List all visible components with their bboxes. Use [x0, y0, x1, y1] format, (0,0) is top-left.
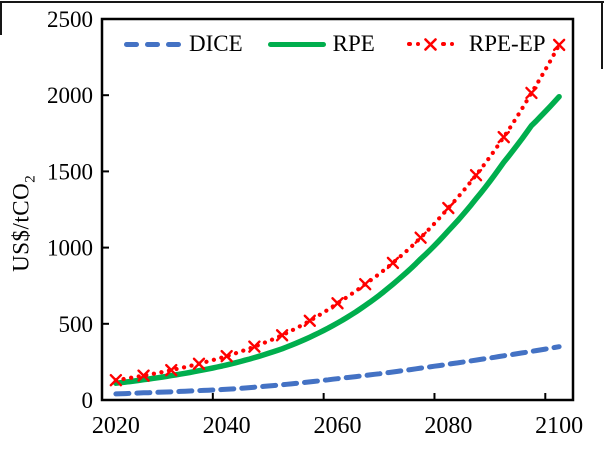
- x-axis-tick-label: 2040: [203, 413, 251, 439]
- y-axis-tick-label: 0: [82, 388, 94, 413]
- rpe-ep-x-marker: [137, 369, 150, 382]
- x-axis-tick-label: 2060: [314, 413, 362, 439]
- chart-legend: DICE RPE RPE-EP: [124, 31, 546, 57]
- rpe-ep-x-marker: [331, 297, 344, 310]
- legend-label-rpe: RPE: [332, 31, 375, 56]
- y-axis-tick-label: 2000: [47, 83, 93, 108]
- rpe-ep-x-marker: [220, 349, 233, 363]
- y-axis-tick-label: 500: [59, 312, 94, 337]
- rpe-ep-dotted-line-swatch: [400, 37, 462, 51]
- rpe-ep-x-marker: [386, 256, 400, 270]
- rpe-ep-x-marker: [497, 130, 510, 144]
- rpe-ep-x-marker: [275, 329, 289, 342]
- legend-item-dice: DICE: [124, 31, 243, 57]
- figure-outer-right-stub: [601, 1, 603, 69]
- series-line-dice: [113, 344, 562, 397]
- rpe-ep-x-marker: [414, 231, 427, 244]
- x-axis-tick-label: 2100: [535, 413, 583, 439]
- y-axis-tick-label: 1500: [47, 159, 93, 184]
- rpe-ep-x-marker: [109, 373, 123, 387]
- rpe-ep-x-marker: [248, 340, 261, 353]
- legend-label-dice: DICE: [189, 31, 243, 56]
- plot-frame: [100, 17, 575, 402]
- y-axis-tick-label: 2500: [47, 7, 93, 32]
- rpe-solid-line-swatch: [267, 41, 326, 47]
- figure-outer-top-border: [0, 1, 604, 3]
- x-axis-tick-label: 2020: [92, 413, 140, 439]
- rpe-ep-x-marker: [442, 201, 455, 215]
- legend-label-rpe-ep: RPE-EP: [468, 31, 546, 56]
- rpe-ep-x-marker: [165, 363, 178, 377]
- rpe-ep-x-marker: [192, 357, 206, 370]
- series-line-rpe: [113, 93, 562, 386]
- rpe-ep-x-marker: [303, 314, 316, 327]
- series-line-rpe-ep: [113, 42, 562, 383]
- rpe-ep-x-marker: [552, 38, 566, 52]
- rpe-ep-x-marker: [359, 277, 372, 291]
- y-axis-tick-label: 1000: [47, 236, 93, 261]
- dice-dashed-line-swatch: [124, 41, 182, 47]
- legend-item-rpe: RPE: [267, 31, 375, 57]
- x-axis-tick-label: 2080: [424, 413, 472, 439]
- x-marker-icon: [424, 37, 438, 51]
- figure-outer-left-stub: [0, 1, 2, 35]
- rpe-ep-x-marker: [469, 169, 483, 182]
- legend-item-rpe-ep: RPE-EP: [400, 31, 546, 57]
- rpe-ep-x-marker: [525, 86, 538, 100]
